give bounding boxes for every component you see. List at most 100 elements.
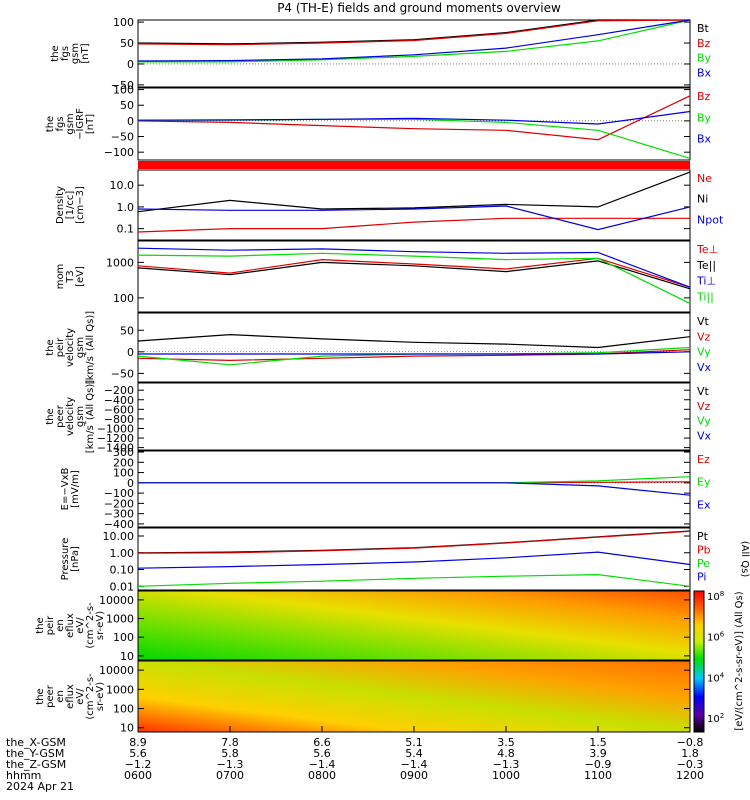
x-axis-value: −1.3	[217, 758, 244, 771]
panel-frame	[137, 87, 691, 161]
panel-peer-spec: 10000 1000 100 10 thepeerenefluxeV/(cm^2-s-s…	[35, 660, 691, 735]
legend-entry: Ti||	[696, 290, 714, 303]
y-tick-label: −1000	[97, 422, 134, 435]
legend-entry: Bz	[697, 37, 711, 50]
legend-entry: Ex	[697, 498, 711, 511]
y-axis-label: Density[1/cc][cm−3]	[55, 186, 86, 224]
x-axis-annotation: the_X-GSM 8.9 7.8 6.6 5.1 3.5 1.5 −0.8 the_Y-GSM…	[6, 726, 704, 793]
y-axis-label: thepeirvelocitygsm[km/s¯(All Qs)]	[45, 311, 96, 384]
panel-peir-spec: 10000 1000 100 10 thepeirenefluxeV/(cm^2-s-s…	[35, 590, 691, 663]
chart-title: P4 (TH-E) fields and ground moments over…	[277, 1, 561, 15]
y-tick-label: −50	[111, 79, 134, 92]
series-Ti-line	[137, 247, 691, 288]
y-tick-label: −200	[104, 384, 134, 397]
colorbar-tick-label: 106	[707, 631, 725, 644]
legend-entry: Vz	[697, 330, 711, 343]
y-axis-label: E=−VxB[mV/m]	[60, 468, 81, 511]
series-Bt-line	[137, 19, 690, 45]
y-axis-label: Pressure[nPa]	[60, 538, 81, 581]
x-axis-value: −1.2	[125, 758, 152, 771]
y-tick-label: 0.1	[117, 223, 135, 236]
y-tick-label: −300	[104, 508, 134, 521]
series-Pb-line	[137, 530, 691, 554]
y-tick-label: 1.00	[110, 547, 135, 560]
x-axis-value: 1100	[584, 769, 612, 782]
y-tick-label: 0	[127, 477, 134, 490]
y-tick-label: 1000	[106, 683, 134, 696]
legend-entry: Bt	[697, 22, 710, 35]
legend-entry: Pi	[697, 571, 706, 584]
series-Ti-line	[137, 252, 691, 304]
legend-entry: Te⊥	[696, 243, 718, 256]
x-axis-value: 5.1	[405, 736, 423, 749]
colorbar-tick-label: 104	[707, 671, 725, 684]
legend-entry: Ne	[697, 172, 712, 185]
x-axis-value: −0.9	[585, 758, 612, 771]
x-axis-value: 1.5	[589, 736, 607, 749]
x-axis-value: 5.6	[129, 747, 147, 760]
colorbar-tick-label: 108	[707, 590, 724, 603]
x-axis-row-name: hhmm	[6, 769, 41, 782]
x-axis-value: 1.8	[681, 747, 699, 760]
y-tick-label: 100	[113, 467, 134, 480]
y-tick-label: 100	[113, 292, 134, 305]
y-axis-label: thepeirenefluxeV/(cm^2-s-sr-eV)	[35, 602, 106, 649]
x-axis-value: 1000	[492, 769, 520, 782]
y-axis-label: momT3[eV]	[55, 264, 86, 290]
y-tick-label: −100	[104, 487, 134, 500]
x-axis-value: 5.4	[405, 747, 423, 760]
series-Ni-line	[137, 171, 691, 213]
series-Pe-line	[137, 573, 691, 587]
x-axis-value: −1.4	[309, 758, 336, 771]
panel-peir-velocity: 50 0 −50 thepeirvelocitygsm[km/s¯(All Qs)] V…	[45, 311, 712, 384]
panel-density: 10.0 1.0 0.1 Density[1/cc][cm−3] Ne Ni Npot	[55, 169, 724, 241]
legend-entry: Vx	[697, 361, 712, 374]
y-tick-label: 10000	[99, 594, 134, 607]
y-tick-label: 1.0	[117, 201, 135, 214]
y-tick-label: −50	[111, 131, 134, 144]
x-axis-value: 1200	[676, 769, 704, 782]
y-tick-label: 0.01	[110, 580, 135, 593]
y-tick-label: −600	[104, 403, 134, 416]
y-tick-label: 10.0	[110, 179, 135, 192]
spectrogram-peer-spec	[138, 661, 690, 732]
units-note: (All Qs)	[739, 541, 750, 578]
y-tick-label: 100	[113, 84, 134, 97]
spectrogram-peir-spec	[138, 591, 690, 660]
y-tick-label: 300	[113, 446, 134, 459]
y-tick-label: −400	[104, 518, 134, 531]
x-axis-value: 8.9	[129, 736, 147, 749]
x-axis-value: −0.3	[677, 758, 704, 771]
y-axis-label: thefgsgsm−IGRF[nT]	[45, 108, 96, 140]
panel-frame	[137, 382, 691, 451]
series-Bx-line	[137, 19, 691, 62]
panel-frame	[137, 312, 691, 383]
y-tick-label: −200	[104, 497, 134, 510]
series-Ne-line	[137, 217, 690, 233]
series-Vt-line	[137, 333, 691, 349]
y-axis-label: thefgsgsm[nT]	[50, 43, 91, 64]
panel-frame	[137, 240, 691, 313]
y-tick-label: 10000	[99, 664, 134, 677]
series-Te-line	[137, 260, 691, 290]
legend-entry: Vy	[697, 346, 711, 359]
legend-entry: Ez	[697, 453, 710, 466]
panel-frame	[137, 590, 691, 661]
x-axis-value: 0800	[308, 769, 336, 782]
legend-entry: Bx	[697, 66, 712, 79]
x-axis-value: 0700	[216, 769, 244, 782]
date-label: 2024 Apr 21	[6, 780, 74, 793]
legend-entry: By	[697, 111, 712, 124]
series-By-line	[138, 19, 691, 63]
y-tick-label: 0	[127, 346, 134, 359]
legend-entry: Ti⊥	[696, 275, 716, 288]
legend-entry: Ni	[697, 193, 708, 206]
colorbar-tick-label: 102	[707, 712, 724, 725]
legend-entry: Vt	[697, 385, 710, 398]
y-tick-label: 0.10	[110, 564, 135, 577]
series-Vz-line	[137, 349, 691, 362]
